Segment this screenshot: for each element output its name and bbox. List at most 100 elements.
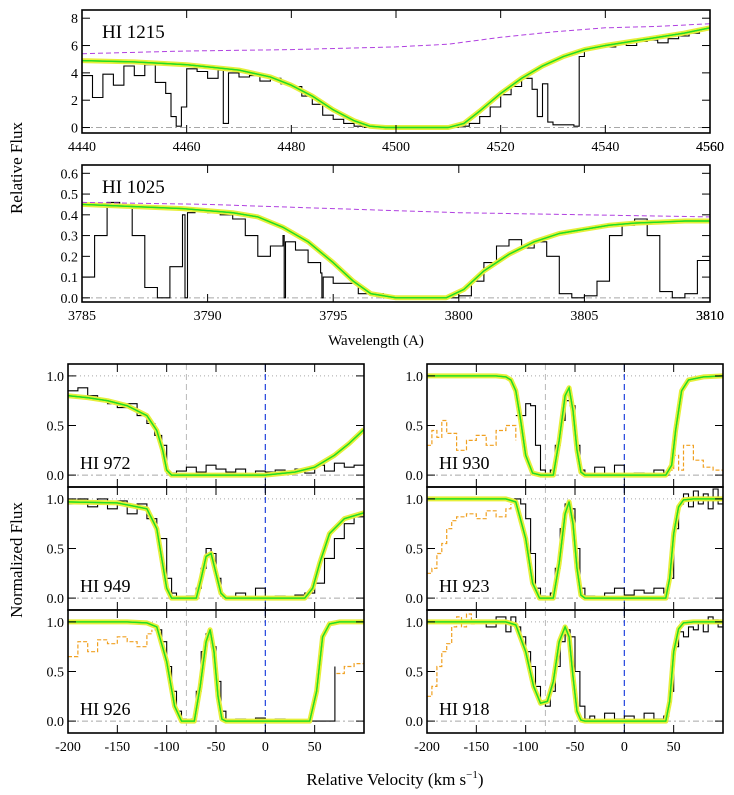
x-tick-label: 3805 xyxy=(570,309,598,324)
x-tick-label: 4460 xyxy=(173,140,201,155)
panel-label: HI 930 xyxy=(439,453,490,473)
observed-flux-line xyxy=(82,25,710,129)
plot-area xyxy=(68,610,364,733)
y-tick-label: 0.2 xyxy=(61,250,79,265)
x-tick-label: 4500 xyxy=(382,140,410,155)
x-tick-label: 3790 xyxy=(194,309,222,324)
y-tick-label: 6 xyxy=(71,40,78,55)
x-tick-label: 4520 xyxy=(487,140,515,155)
continuum-line xyxy=(82,201,710,218)
model-error-band xyxy=(82,201,710,301)
bottom-x-axis-label: Relative Velocity (km s−1) xyxy=(306,769,483,789)
x-tick-label: -150 xyxy=(463,740,489,755)
y-tick-label: 0.5 xyxy=(47,420,65,435)
x-tick-label: 4480 xyxy=(277,140,305,155)
x-tick-label: 4560 xyxy=(696,140,724,155)
y-tick-label: 1.0 xyxy=(406,493,424,508)
plot-area xyxy=(82,23,710,130)
panel-label: HI 923 xyxy=(439,576,490,596)
x-tick-label: 3800 xyxy=(445,309,473,324)
y-tick-label: 2 xyxy=(71,94,78,109)
x-tick-label: 4540 xyxy=(591,140,619,155)
panel-label: HI 972 xyxy=(80,453,131,473)
x-tick-label: -50 xyxy=(566,740,585,755)
x-tick-label: 3795 xyxy=(319,309,347,324)
blended-flux-line xyxy=(668,444,723,473)
y-tick-label: 4 xyxy=(71,67,78,82)
y-tick-label: 0.4 xyxy=(61,209,79,224)
x-tick-label: -200 xyxy=(414,740,440,755)
panel-label: HI 1215 xyxy=(102,22,165,43)
blended-flux-line xyxy=(427,613,477,697)
x-tick-label: 0 xyxy=(262,740,269,755)
x-tick-label: 4560 xyxy=(696,140,724,155)
continuum-line xyxy=(82,23,710,55)
panel-label: HI 926 xyxy=(80,699,131,719)
y-tick-label: 0.0 xyxy=(47,469,65,484)
plot-frame xyxy=(81,164,711,303)
y-tick-label: 0.5 xyxy=(47,543,65,558)
plot-area xyxy=(427,610,723,733)
model-fit-overlay xyxy=(427,621,723,722)
y-tick-label: 0.3 xyxy=(61,230,79,245)
plot-area xyxy=(68,487,364,610)
y-tick-label: 0.1 xyxy=(61,271,79,286)
plot-area xyxy=(82,201,710,301)
y-tick-label: 0.5 xyxy=(406,420,424,435)
x-tick-label: 4440 xyxy=(68,140,96,155)
y-tick-label: 0.0 xyxy=(47,715,65,730)
y-tick-label: 1.0 xyxy=(47,370,65,385)
panel-hi-926: 0.0 0.5 1.0 -200 -150 -100 -50 0 50 HI 926 xyxy=(47,609,365,755)
bottom-y-axis-label: Normalized Flux xyxy=(7,502,26,618)
y-tick-label: 8 xyxy=(71,12,78,27)
panel-hi-923: 0.0 0.5 1.0 HI 923 xyxy=(406,486,724,611)
y-tick-label: 0.0 xyxy=(47,592,65,607)
x-tick-label: 3810 xyxy=(696,309,724,324)
x-tick-label: -100 xyxy=(154,740,180,755)
plot-area xyxy=(68,364,364,487)
y-tick-label: 0.6 xyxy=(61,167,79,182)
y-tick-label: 0.0 xyxy=(406,592,424,607)
blended-flux-line xyxy=(427,419,517,451)
y-tick-label: 1.0 xyxy=(47,493,65,508)
y-tick-label: 0 xyxy=(71,122,78,137)
observed-flux-line xyxy=(476,616,723,722)
panel-hi-972: 0.0 0.5 1.0 HI 972 xyxy=(47,363,365,488)
model-fit-overlay xyxy=(68,395,364,476)
x-tick-label: 3810 xyxy=(696,309,724,324)
model-fit-overlay xyxy=(82,27,710,129)
observed-flux-line xyxy=(515,400,670,476)
y-tick-label: 0.5 xyxy=(406,666,424,681)
plot-frame xyxy=(81,9,711,134)
x-tick-label: 3785 xyxy=(68,309,96,324)
x-tick-label: -100 xyxy=(513,740,539,755)
model-fit-line xyxy=(82,203,710,299)
y-tick-label: 0.5 xyxy=(406,543,424,558)
model-fit-overlay xyxy=(68,621,364,722)
x-tick-label: -150 xyxy=(104,740,130,755)
top-y-axis-label: Relative Flux xyxy=(7,121,26,214)
model-fit-overlay xyxy=(82,203,710,299)
x-tick-label: 50 xyxy=(667,740,681,755)
y-tick-label: 0.5 xyxy=(47,666,65,681)
y-tick-label: 1.0 xyxy=(406,616,424,631)
x-tick-label: 50 xyxy=(308,740,322,755)
x-tick-label: -200 xyxy=(55,740,81,755)
panel-hi-918: 0.0 0.5 1.0 -200 -150 -100 -50 0 50 HI 918 xyxy=(406,609,724,755)
blended-flux-line xyxy=(427,503,512,574)
observed-flux-line xyxy=(154,629,336,722)
y-tick-label: 0.0 xyxy=(61,292,79,307)
model-fit-overlay xyxy=(68,501,364,599)
x-tick-label: -50 xyxy=(207,740,226,755)
panel-label: HI 949 xyxy=(80,576,131,596)
model-fit-overlay xyxy=(427,375,723,476)
blended-flux-line xyxy=(336,659,364,675)
plot-area xyxy=(427,364,723,487)
y-tick-label: 1.0 xyxy=(47,616,65,631)
observed-flux-line xyxy=(82,201,710,299)
model-fit-overlay xyxy=(427,498,723,599)
panel-hi-949: 0.0 0.5 1.0 HI 949 xyxy=(47,486,365,611)
panel-label: HI 918 xyxy=(439,699,490,719)
